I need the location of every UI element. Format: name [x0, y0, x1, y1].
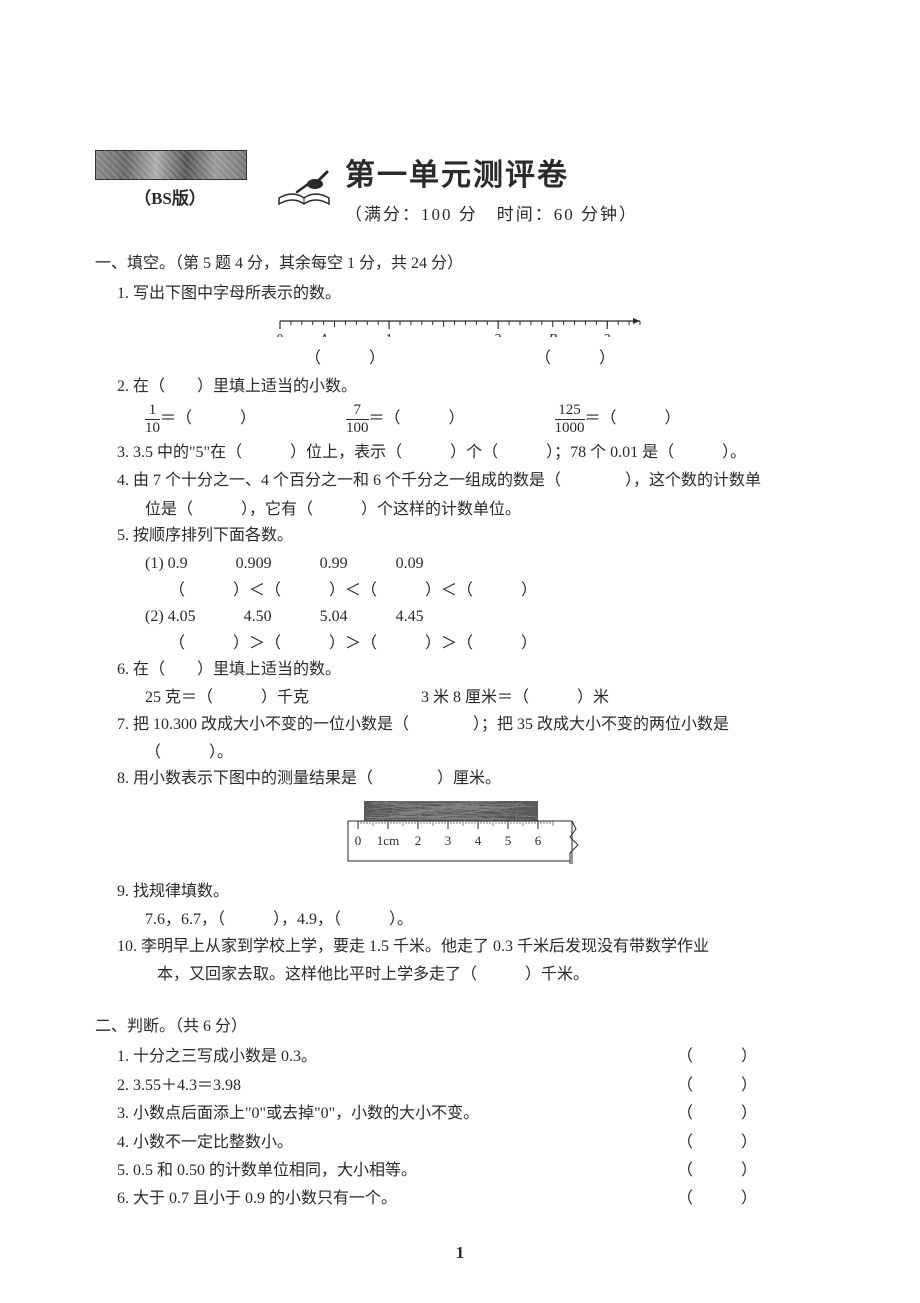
svg-text:1cm: 1cm: [377, 833, 399, 848]
q2: 2. 在（ ）里填上适当的小数。: [117, 374, 825, 400]
q9-seq: 7.6，6.7，（ ），4.9，（ ）。: [145, 907, 825, 933]
judge-text: 1. 十分之三写成小数是 0.3。: [117, 1044, 317, 1070]
section1-heading: 一、填空。（第 5 题 4 分，其余每空 1 分，共 24 分）: [95, 249, 825, 273]
q6a: 25 克＝（ ）千克: [145, 689, 309, 706]
book-icon: [275, 150, 345, 213]
q7b: （ ）。: [145, 740, 825, 766]
version-label: （BS版）: [95, 184, 245, 209]
judge-text: 2. 3.55＋4.3＝3.98: [117, 1073, 241, 1099]
judge-paren: （ ）: [677, 1186, 757, 1212]
svg-text:3: 3: [445, 833, 452, 848]
q5: 5. 按顺序排列下面各数。: [117, 523, 825, 549]
judge-paren: （ ）: [677, 1073, 757, 1099]
judge-item-6: 6. 大于 0.7 且小于 0.9 的小数只有一个。 （ ）: [117, 1186, 757, 1212]
q2-fractions: 110＝（ ） 7100＝（ ） 1251000＝（ ）: [145, 403, 825, 436]
page-title: 第一单元测评卷: [345, 150, 825, 194]
blank-b: （ ）: [535, 344, 615, 368]
frac2: 7100＝（ ）: [346, 403, 465, 436]
q6b: 3 米 8 厘米＝（ ）米: [421, 689, 609, 706]
svg-text:0: 0: [355, 833, 362, 848]
page-subtitle: （满分：100 分 时间：60 分钟）: [345, 200, 825, 225]
page-number: 1: [95, 1243, 825, 1263]
blank-a: （ ）: [305, 344, 385, 368]
svg-text:B: B: [548, 332, 557, 337]
q7: 7. 把 10.300 改成大小不变的一位小数是（ ）；把 35 改成大小不变的…: [117, 712, 825, 738]
frac3: 1251000＝（ ）: [555, 403, 681, 436]
section2-heading: 二、判断。（共 6 分）: [95, 1012, 825, 1036]
grade-badge: [95, 150, 247, 180]
judge-item-3: 3. 小数点后面添上"0"或去掉"0"，小数的大小不变。 （ ）: [117, 1101, 757, 1127]
judge-item-1: 1. 十分之三写成小数是 0.3。 （ ）: [117, 1044, 757, 1070]
q5-l3: (2) 4.05 4.50 5.04 4.45: [145, 604, 825, 630]
svg-text:4: 4: [475, 833, 482, 848]
svg-text:2: 2: [415, 833, 422, 848]
q5-l4: （ ）＞（ ）＞（ ）＞（ ）: [145, 631, 825, 657]
svg-text:3: 3: [604, 332, 611, 337]
q1-blanks: （ ） （ ）: [95, 344, 825, 368]
judge-text: 5. 0.5 和 0.50 的计数单位相同，大小相等。: [117, 1158, 417, 1184]
judge-text: 4. 小数不一定比整数小。: [117, 1130, 293, 1156]
svg-text:6: 6: [535, 833, 542, 848]
q10b: 本，又回家去取。这样他比平时上学多走了（ ）千米。: [157, 962, 825, 988]
svg-text:5: 5: [505, 833, 512, 848]
judge-item-2: 2. 3.55＋4.3＝3.98 （ ）: [117, 1073, 757, 1099]
q5-l2: （ ）＜（ ）＜（ ）＜（ ）: [145, 578, 825, 604]
q9: 9. 找规律填数。: [117, 879, 825, 905]
header: （BS版） 第一单元测评卷 （满分：100 分 时间：60 分钟）: [95, 150, 825, 225]
svg-text:A: A: [318, 332, 328, 337]
judge-paren: （ ）: [677, 1044, 757, 1070]
judge-text: 6. 大于 0.7 且小于 0.9 的小数只有一个。: [117, 1186, 397, 1212]
q6-line: 25 克＝（ ）千克 3 米 8 厘米＝（ ）米: [145, 685, 825, 711]
judge-text: 3. 小数点后面添上"0"或去掉"0"，小数的大小不变。: [117, 1101, 479, 1127]
q4b: 位是（ ），它有（ ）个这样的计数单位。: [145, 497, 825, 523]
q3: 3. 3.5 中的"5"在（ ）位上，表示（ ）个（ ）；78 个 0.01 是…: [117, 440, 825, 466]
q8: 8. 用小数表示下图中的测量结果是（ ）厘米。: [117, 766, 825, 792]
judge-paren: （ ）: [677, 1158, 757, 1184]
q4: 4. 由 7 个十分之一、4 个百分之一和 6 个千分之一组成的数是（ ），这个…: [117, 468, 825, 494]
svg-text:2: 2: [495, 332, 502, 337]
svg-text:0: 0: [277, 332, 284, 337]
frac1: 110＝（ ）: [145, 403, 256, 436]
judge-item-5: 5. 0.5 和 0.50 的计数单位相同，大小相等。 （ ）: [117, 1158, 757, 1184]
q8-ruler: 0 1cm 2 3 4 5 6: [95, 799, 825, 869]
q1-numberline: 0 1 2 3 A B: [95, 311, 825, 342]
q6: 6. 在（ ）里填上适当的数。: [117, 657, 825, 683]
judge-paren: （ ）: [677, 1130, 757, 1156]
header-right: 第一单元测评卷 （满分：100 分 时间：60 分钟）: [345, 150, 825, 225]
page: （BS版） 第一单元测评卷 （满分：100 分 时间：60 分钟） 一、填空。（…: [0, 0, 920, 1303]
q10: 10. 李明早上从家到学校上学，要走 1.5 千米。他走了 0.3 千米后发现没…: [117, 934, 825, 960]
judge-paren: （ ）: [677, 1101, 757, 1127]
judge-list: 1. 十分之三写成小数是 0.3。（ ）2. 3.55＋4.3＝3.98（ ）3…: [95, 1044, 825, 1212]
q5-l1: (1) 0.9 0.909 0.99 0.09: [145, 551, 825, 577]
header-left: （BS版）: [95, 150, 275, 209]
judge-item-4: 4. 小数不一定比整数小。 （ ）: [117, 1130, 757, 1156]
svg-text:1: 1: [386, 332, 393, 337]
q1: 1. 写出下图中字母所表示的数。: [117, 281, 825, 307]
